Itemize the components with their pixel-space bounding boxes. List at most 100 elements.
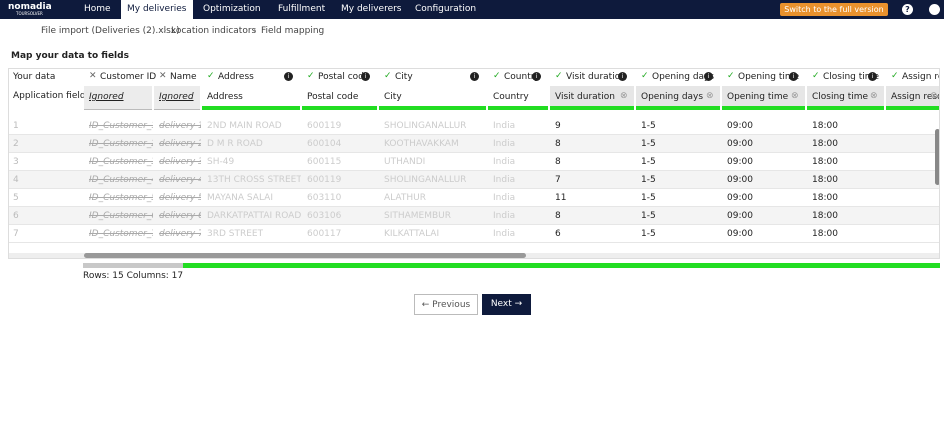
cell: 603106 [307,211,342,221]
mapping-table: Your data Application fields ✕ Customer ID I… [8,68,940,259]
logo-sub: TOURSOLVER [16,11,43,16]
v-scroll-thumb[interactable] [935,129,939,185]
column-header: Customer ID [100,72,157,82]
cell: 1-5 [641,229,656,239]
cell: D M R ROAD [207,139,263,149]
cell: ID_Customer_2 [89,139,153,149]
cell: ID_Customer_1 [89,121,153,131]
clear-icon: ⊗ [620,91,628,101]
cell: India [493,139,516,149]
field-select[interactable] [488,86,548,110]
cell: India [493,175,516,185]
field-select[interactable] [154,86,200,110]
field-value[interactable]: Opening time [727,92,789,102]
nav-item[interactable]: My deliverers [341,4,402,14]
column-header: Visit duration [566,72,626,82]
field-select[interactable] [550,86,634,110]
cell: 18:00 [812,121,838,131]
cell: ID_Customer_7 [89,229,153,239]
field-select[interactable] [886,86,939,110]
cell: 3RD STREET [207,229,264,239]
field-select[interactable] [722,86,805,110]
cell: India [493,229,516,239]
cell: ALATHUR [384,193,426,203]
cell: SHOLINGANALLUR [384,121,467,131]
table-row [9,189,939,207]
page-heading: Map your data to fields [11,51,129,61]
column-header: Opening time [738,72,800,82]
field-value[interactable]: Ignored [89,92,124,102]
user-icon[interactable] [929,4,940,15]
cell: India [493,193,516,203]
row-number: 3 [13,157,19,167]
cell: 18:00 [812,193,838,203]
field-value[interactable]: Postal code [307,92,359,102]
cell: ID_Customer_6 [89,211,153,221]
table-row [9,135,939,153]
breadcrumb-item[interactable]: Location indicators [171,26,257,36]
nav-item[interactable]: My deliveries [121,0,193,19]
field-select[interactable] [84,86,152,110]
nav-item[interactable]: Configuration [415,4,477,14]
cell: 1-5 [641,157,656,167]
clear-icon: ⊗ [706,91,714,101]
cell: 09:00 [727,211,753,221]
nav-item[interactable]: Home [84,4,111,14]
table-row [9,225,939,243]
info-icon: i [532,72,541,81]
cell: 11 [555,193,567,203]
field-value[interactable]: Visit duration [555,92,615,102]
switch-button[interactable]: Switch to the full version [780,3,888,16]
status-icon: ✓ [493,71,501,81]
cell: India [493,121,516,131]
row-number: 5 [13,193,19,203]
info-icon: i [789,72,798,81]
nav-item[interactable]: Optimization [203,4,261,14]
table-row [9,171,939,189]
cell: delivery 1 [159,121,201,131]
status-icon: ✓ [384,71,392,81]
cell: India [493,157,516,167]
cell: KOOTHAVAKKAM [384,139,459,149]
cell: ID_Customer_5 [89,193,153,203]
field-select[interactable] [202,86,300,110]
field-value[interactable]: Closing time [812,92,869,102]
cell: 8 [555,139,561,149]
field-select[interactable] [636,86,720,110]
cell: India [493,211,516,221]
cell: 18:00 [812,139,838,149]
field-value[interactable]: Country [493,92,529,102]
cell: 09:00 [727,175,753,185]
column-header: Postal code [318,72,370,82]
field-value[interactable]: Assign resou [891,92,939,102]
cell: 603110 [307,193,342,203]
field-value[interactable]: Ignored [159,92,194,102]
field-select[interactable] [302,86,377,110]
info-icon: i [868,72,877,81]
field-value[interactable]: Opening days [641,92,704,102]
table-row [9,117,939,135]
breadcrumb-item[interactable]: File import (Deliveries (2).xlsx) [41,26,180,36]
table-row [9,153,939,171]
field-value[interactable]: Address [207,92,243,102]
cell: UTHANDI [384,157,426,167]
cell: 6 [555,229,561,239]
help-icon[interactable]: ? [902,4,913,15]
nav-item[interactable]: Fulfillment [278,4,326,14]
cell: 18:00 [812,229,838,239]
next-button[interactable]: Next → [482,294,531,315]
h-scroll-thumb[interactable] [84,253,526,258]
previous-button[interactable]: ← Previous [414,294,478,315]
field-value[interactable]: City [384,92,402,102]
cell: delivery 2 [159,139,201,149]
logo[interactable]: nomadia [8,2,52,12]
table-summary: Rows: 15 Columns: 17 [83,271,184,281]
cell: 8 [555,211,561,221]
cell: 7 [555,175,561,185]
field-select[interactable] [379,86,486,110]
cell: 09:00 [727,157,753,167]
cell: 09:00 [727,139,753,149]
field-select[interactable] [807,86,884,110]
next-text: Next [490,299,512,309]
cell: MAYANA SALAI [207,193,273,203]
